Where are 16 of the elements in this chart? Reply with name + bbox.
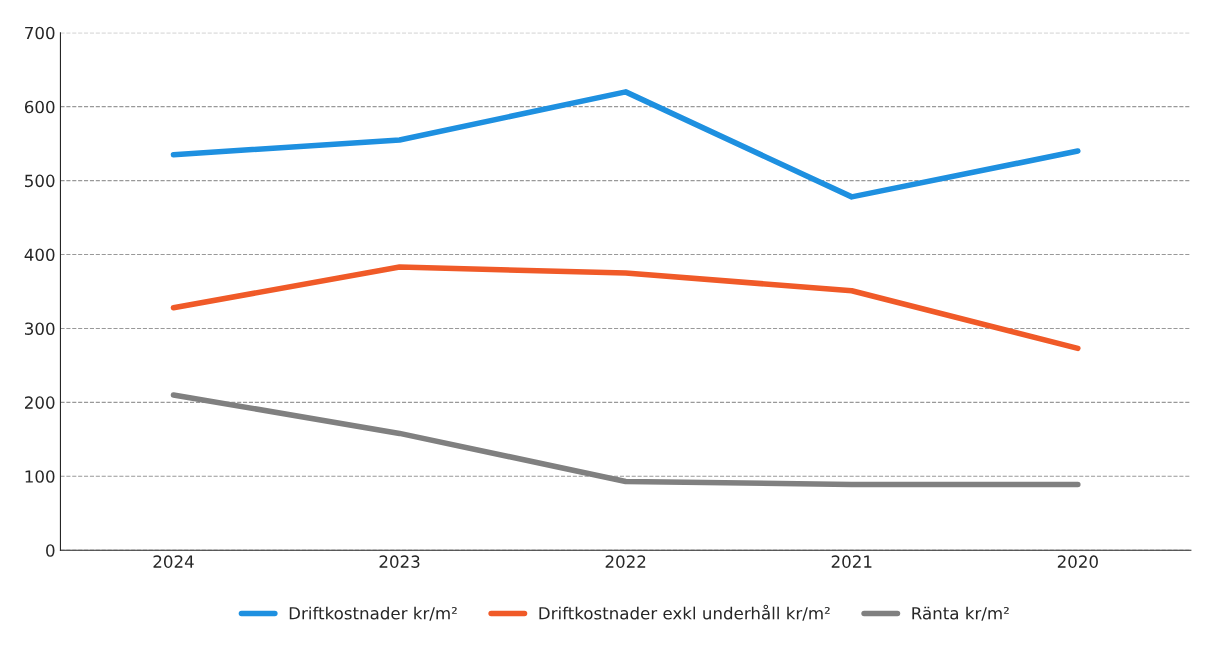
x-tick-label: 2020 bbox=[1057, 555, 1098, 568]
y-tick-label: 200 bbox=[25, 396, 55, 409]
y-tick-label: 500 bbox=[25, 174, 55, 188]
x-tick-label: 2022 bbox=[605, 555, 646, 568]
legend-label: Driftkostnader kr/m² bbox=[289, 606, 457, 621]
x-tick-label: 2024 bbox=[153, 555, 194, 568]
y-tick-label: 600 bbox=[24, 100, 55, 114]
y-tick-label: 100 bbox=[25, 470, 55, 483]
legend-label: Ränta kr/m² bbox=[912, 606, 1009, 621]
legend-label: Driftkostnader exkl underhåll kr/m² bbox=[539, 604, 830, 621]
y-tick-label: 300 bbox=[25, 322, 55, 335]
y-tick-label: 700 bbox=[25, 26, 55, 40]
y-tick-label: 0 bbox=[46, 544, 55, 557]
x-tick-label: 2021 bbox=[831, 555, 872, 568]
y-tick-label: 400 bbox=[24, 248, 55, 262]
x-tick-label: 2023 bbox=[379, 555, 420, 568]
